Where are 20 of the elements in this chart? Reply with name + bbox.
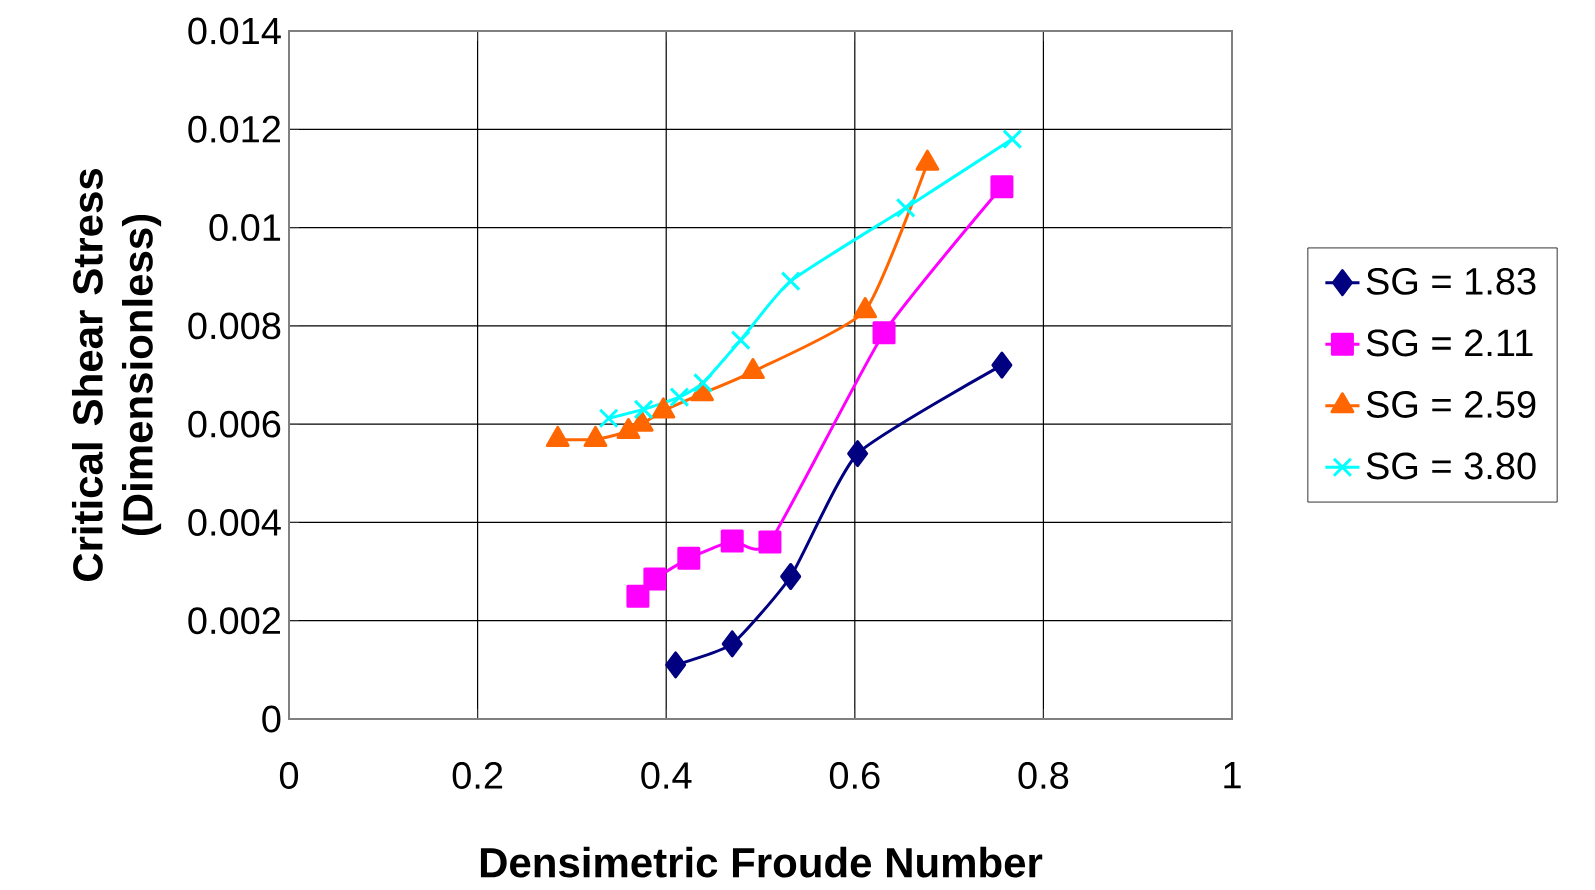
- y-tick-label: 0.014: [188, 17, 281, 45]
- legend-label: SG = 3.80: [1366, 452, 1536, 480]
- x-tick-label: 0: [279, 762, 299, 789]
- legend-label: SG = 2.59: [1366, 391, 1536, 418]
- legend-label: SG = 1.83: [1366, 267, 1536, 295]
- y-tick-label: 0.008: [188, 312, 281, 340]
- x-tick-label: 0.4: [641, 762, 692, 789]
- y-tick-label: 0.012: [188, 115, 281, 143]
- y-tick-label: 0.006: [188, 410, 281, 438]
- x-tick-label: 0.8: [1018, 762, 1069, 789]
- x-tick-label: 1: [1224, 762, 1241, 789]
- legend-label: SG = 2.11: [1366, 329, 1533, 357]
- x-axis-title: Densimetric Froude Number: [480, 846, 1043, 878]
- y-tick-label: 0.004: [188, 508, 281, 536]
- x-tick-label: 0.6: [829, 762, 880, 789]
- y-tick-label: 0: [262, 705, 281, 733]
- x-tick-label: 0.2: [452, 762, 503, 789]
- y-tick-label: 0.002: [188, 607, 281, 635]
- y-tick-label: 0.01: [209, 214, 281, 242]
- y-axis-title: Critical Shear Stress (Dimensionless): [71, 169, 162, 582]
